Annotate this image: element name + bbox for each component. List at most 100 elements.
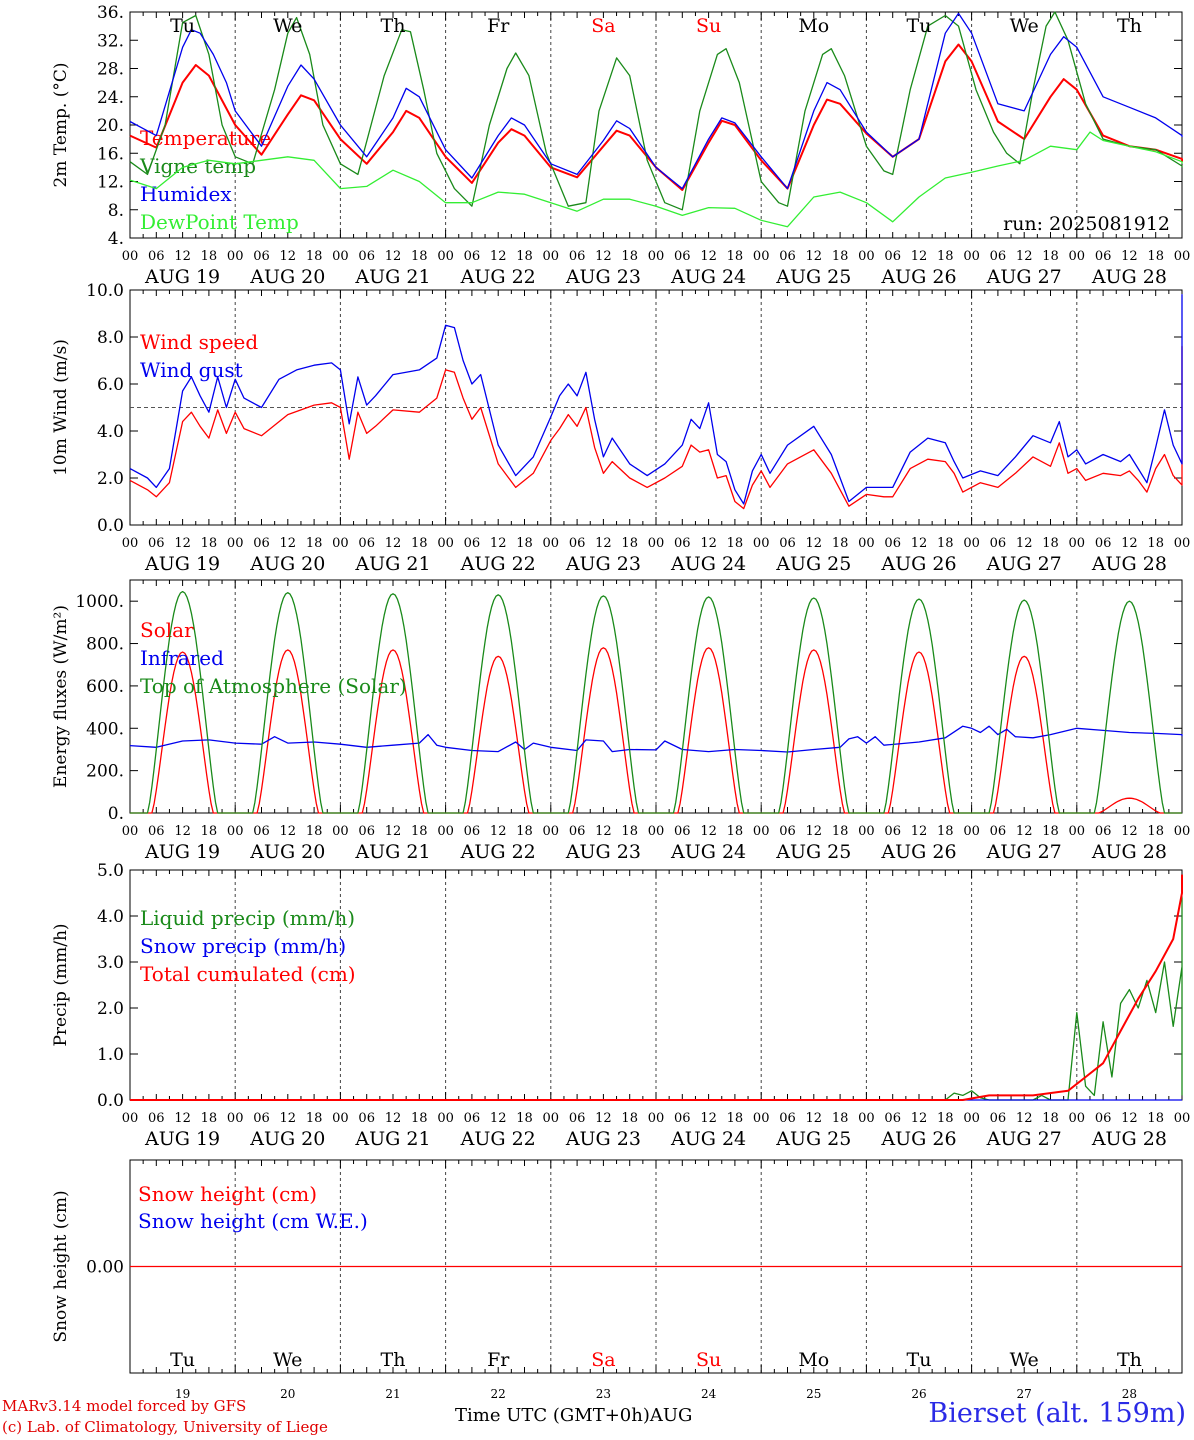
y-tick-label: 36. bbox=[97, 3, 124, 23]
hour-tick-label: 06 bbox=[253, 824, 270, 839]
hour-tick-label: 12 bbox=[595, 249, 612, 264]
hour-tick-label: 06 bbox=[990, 536, 1007, 551]
y-tick-label: 12. bbox=[97, 173, 124, 193]
series-wind-1 bbox=[129, 294, 1183, 505]
legend-wind-1: Wind gust bbox=[140, 358, 243, 382]
date-label: AUG 28 bbox=[1091, 1128, 1167, 1150]
hour-tick-label: 18 bbox=[727, 824, 744, 839]
hour-tick-label: 06 bbox=[674, 536, 691, 551]
hour-tick-label: 18 bbox=[621, 1111, 638, 1126]
weekday-label: Sa bbox=[591, 15, 615, 37]
y-tick-label: 8.0 bbox=[97, 328, 124, 348]
hour-tick-label: 18 bbox=[832, 1111, 849, 1126]
y-tick-label: 0.0 bbox=[97, 516, 124, 536]
hour-tick-label: 12 bbox=[385, 824, 402, 839]
series-temperature-3 bbox=[129, 131, 1183, 228]
hour-tick-label: 18 bbox=[727, 536, 744, 551]
hour-tick-label: 18 bbox=[1042, 1111, 1059, 1126]
hour-tick-label: 18 bbox=[1147, 536, 1164, 551]
hour-tick-label: 18 bbox=[937, 1111, 954, 1126]
hour-tick-label: 06 bbox=[253, 1111, 270, 1126]
hour-tick-label: 06 bbox=[569, 824, 586, 839]
legend-wind-0: Wind speed bbox=[140, 330, 258, 354]
hour-tick-label: 00 bbox=[858, 824, 875, 839]
hour-tick-label: 12 bbox=[1121, 1111, 1138, 1126]
weekday-label: Tu bbox=[170, 1349, 195, 1371]
weekday-label: We bbox=[1010, 15, 1039, 37]
hour-tick-label: 18 bbox=[516, 536, 533, 551]
hour-tick-label: 12 bbox=[174, 824, 191, 839]
hour-tick-label: 06 bbox=[779, 1111, 796, 1126]
hour-tick-label: 12 bbox=[595, 536, 612, 551]
y-tick-label: 32. bbox=[97, 31, 124, 51]
weekday-label: Su bbox=[696, 15, 721, 37]
hour-tick-label: 06 bbox=[1095, 824, 1112, 839]
hour-tick-label: 00 bbox=[332, 1111, 349, 1126]
y-tick-label: 0.0 bbox=[97, 1091, 124, 1111]
hour-tick-label: 06 bbox=[990, 1111, 1007, 1126]
hour-tick-label: 00 bbox=[227, 536, 244, 551]
time-axis-label: Time UTC (GMT+0h)AUG bbox=[455, 1405, 692, 1426]
y-tick-label: 800. bbox=[86, 635, 124, 655]
date-label: AUG 22 bbox=[460, 841, 536, 863]
date-label: AUG 28 bbox=[1091, 266, 1167, 288]
hour-tick-label: 12 bbox=[174, 536, 191, 551]
hour-tick-label: 06 bbox=[674, 249, 691, 264]
hour-tick-label: 12 bbox=[490, 536, 507, 551]
station-name: Bierset (alt. 159m) bbox=[928, 1398, 1186, 1429]
legend-temperature-3: DewPoint Temp bbox=[140, 210, 299, 234]
y-tick-label: 1000. bbox=[75, 592, 124, 612]
hour-tick-label: 06 bbox=[1095, 1111, 1112, 1126]
hour-tick-label: 18 bbox=[937, 824, 954, 839]
date-label: AUG 27 bbox=[986, 266, 1062, 288]
date-label: AUG 20 bbox=[249, 841, 325, 863]
hour-tick-label: 06 bbox=[569, 536, 586, 551]
hour-tick-label: 06 bbox=[253, 249, 270, 264]
hour-tick-label: 00 bbox=[1069, 1111, 1086, 1126]
hour-tick-label: 12 bbox=[700, 249, 717, 264]
hour-tick-label: 06 bbox=[990, 249, 1007, 264]
legend-snow-0: Snow height (cm) bbox=[138, 1182, 317, 1206]
date-label: AUG 21 bbox=[354, 553, 430, 575]
weekday-label: We bbox=[273, 15, 302, 37]
weekday-label: Tu bbox=[907, 1349, 932, 1371]
date-label: AUG 19 bbox=[144, 553, 220, 575]
hour-tick-label: 18 bbox=[411, 1111, 428, 1126]
y-tick-label: 4. bbox=[108, 229, 124, 249]
hour-tick-label: 18 bbox=[937, 536, 954, 551]
y-tick-label: 6.0 bbox=[97, 375, 124, 395]
hour-tick-label: 00 bbox=[753, 249, 770, 264]
hour-tick-label: 00 bbox=[858, 536, 875, 551]
weekday-label: Su bbox=[696, 1349, 721, 1371]
hour-tick-label: 00 bbox=[1174, 1111, 1191, 1126]
hour-tick-label: 12 bbox=[700, 1111, 717, 1126]
legend-energy-0: Solar bbox=[140, 618, 194, 642]
hour-tick-label: 06 bbox=[779, 824, 796, 839]
hour-tick-label: 06 bbox=[884, 824, 901, 839]
legend-precip-2: Total cumulated (cm) bbox=[140, 962, 356, 986]
hour-tick-label: 06 bbox=[464, 536, 481, 551]
date-label: AUG 24 bbox=[670, 841, 746, 863]
weekday-label: Th bbox=[1117, 1349, 1142, 1371]
y-axis-label-energy: Energy fluxes (W/m²) bbox=[51, 605, 71, 788]
hour-tick-label: 06 bbox=[569, 249, 586, 264]
hour-tick-label: 00 bbox=[122, 249, 139, 264]
weekday-label: Th bbox=[1117, 15, 1142, 37]
run-label: run: 2025081912 bbox=[1003, 213, 1170, 235]
hour-tick-label: 00 bbox=[437, 249, 454, 264]
day-number-label: 25 bbox=[806, 1387, 821, 1401]
date-label: AUG 25 bbox=[775, 1128, 851, 1150]
date-label: AUG 23 bbox=[565, 266, 641, 288]
date-label: AUG 27 bbox=[986, 1128, 1062, 1150]
day-number-label: 22 bbox=[491, 1387, 506, 1401]
hour-tick-label: 00 bbox=[648, 536, 665, 551]
y-tick-label: 24. bbox=[97, 88, 124, 108]
hour-tick-label: 12 bbox=[490, 1111, 507, 1126]
hour-tick-label: 12 bbox=[385, 536, 402, 551]
date-label: AUG 19 bbox=[144, 841, 220, 863]
y-axis-label-precip: Precip (mm/h) bbox=[51, 923, 71, 1046]
hour-tick-label: 18 bbox=[621, 536, 638, 551]
date-label: AUG 27 bbox=[986, 553, 1062, 575]
credit-model: MARv3.14 model forced by GFS bbox=[2, 1397, 247, 1415]
hour-tick-label: 00 bbox=[437, 1111, 454, 1126]
